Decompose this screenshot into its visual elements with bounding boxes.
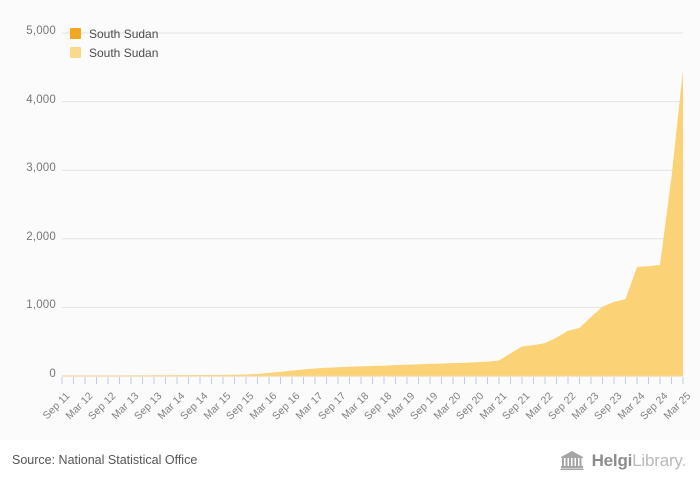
brand-dot: . [681,451,686,470]
legend-swatch-icon [70,28,81,39]
legend-label: South Sudan [89,26,159,41]
y-axis-tick-label: 0 [49,368,56,380]
axis-ticks [61,377,684,384]
legend-item[interactable]: South Sudan [70,45,158,60]
brand-helgi: Helgi [591,451,633,470]
plot-area [61,32,684,384]
legend-label: South Sudan [89,45,159,60]
chart-svg [61,32,684,384]
x-axis-labels: Sep 11 Mar 12 Sep 12 Mar 13 Sep 13 Mar 14 Sep … [0,378,700,440]
gridlines [62,32,683,308]
legend-swatch-icon [70,47,81,58]
area-series-group [62,70,683,376]
y-axis-tick-label: 1,000 [26,299,56,312]
y-axis-tick-label: 4,000 [26,93,56,106]
y-axis-tick-label: 2,000 [26,230,56,243]
helgi-library-logo[interactable]: HelgiLibrary. [560,450,686,472]
legend-item[interactable]: South Sudan [70,26,158,41]
library-building-icon [560,451,584,470]
y-axis-labels: 0 1,000 2,000 3,000 4,000 5,000 [0,0,56,440]
y-axis-tick-label: 5,000 [26,25,56,37]
brand-library: Library [632,451,682,470]
brand-wordmark: HelgiLibrary. [591,451,687,471]
area-series-south-sudan [62,70,683,376]
chart-footer: Source: National Statistical Office Helg… [0,440,700,483]
y-axis-tick-label: 3,000 [26,162,56,175]
source-note: Source: National Statistical Office [12,453,198,467]
chart-legend: South Sudan South Sudan [70,26,158,60]
